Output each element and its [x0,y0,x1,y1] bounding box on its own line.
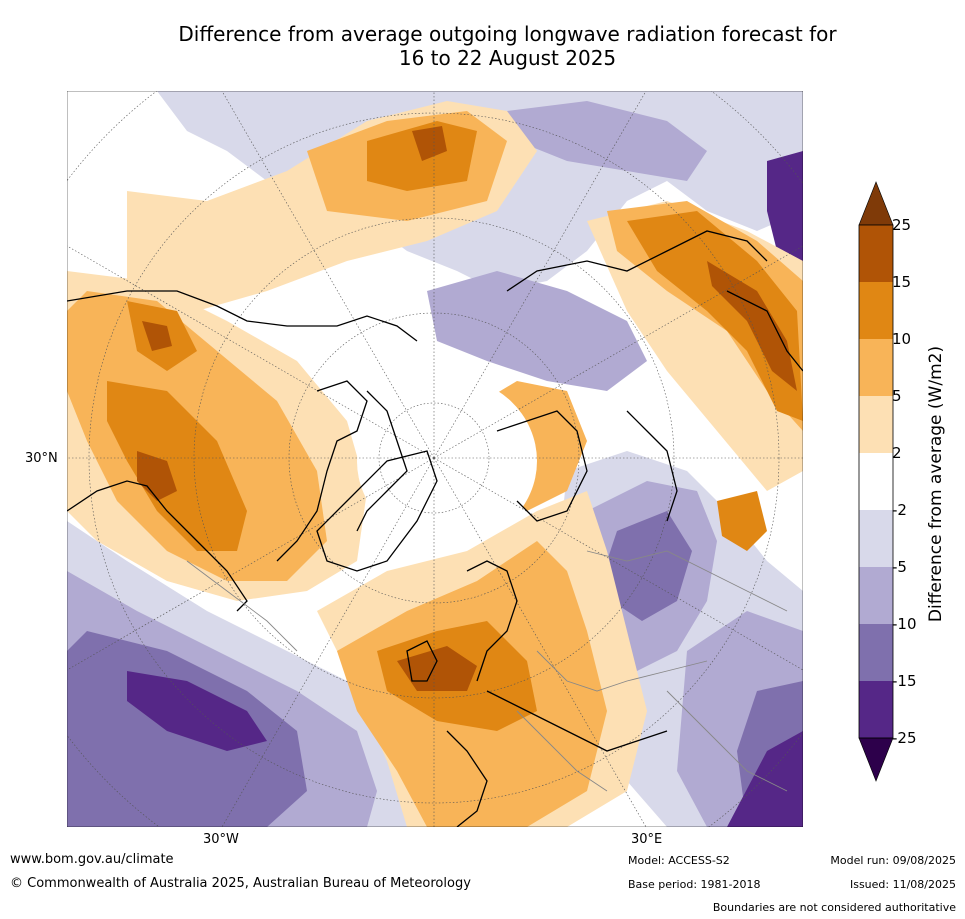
copyright-text: © Commonwealth of Australia 2025, Austra… [10,876,471,891]
colorbar-bin-m5-m10 [859,567,893,624]
title-line-2: 16 to 22 August 2025 [398,46,617,70]
olr-anomaly-map [67,91,803,827]
colorbar-bin-m10-m15 [859,624,893,681]
base-period: Base period: 1981-2018 [628,878,761,891]
title-line-1: Difference from average outgoing longwav… [178,22,837,46]
anomaly-region-pos-dark-na [107,381,247,551]
issued-date: Issued: 11/08/2025 [849,878,956,891]
anomaly-region-pos-darkest-eur [397,646,477,691]
lon-label-30w: 30°W [203,832,239,847]
colorbar-tick-m10: -10 [892,615,917,633]
colorbar-tick-25: 25 [892,216,912,234]
model-name: Model: ACCESS-S2 [628,854,730,867]
colorbar-bin-2-5 [859,396,893,453]
anomaly-region-pos-darkest-north [412,126,447,161]
colorbar-tick-2: 2 [892,444,902,462]
lat-label-30n: 30°N [25,451,58,466]
model-run-date: Model run: 09/08/2025 [830,854,956,867]
colorbar-tick-15: 15 [892,273,912,291]
colorbar-tick-m2: -2 [892,501,907,519]
anomaly-region-neg-mid-arctic [427,271,647,391]
colorbar-bin-m2-m5 [859,510,893,567]
colorbar-over-arrow [858,181,894,226]
colorbar-tick-10: 10 [892,330,912,348]
website-link[interactable]: www.bom.gov.au/climate [10,852,174,867]
scandinavia-coast [466,560,518,682]
boundaries [186,550,788,792]
colorbar-bin-5-10 [859,339,893,396]
colorbar-bin-15-25 [859,225,893,282]
colorbar-graphic [858,181,894,782]
colorbar-under-arrow [858,737,894,782]
greenland-coast [316,450,438,572]
british-isles-coast [406,640,438,682]
anomaly-region-pos-dark-spot [717,491,767,551]
colorbar-tick-m15: -15 [892,672,917,690]
colorbar-bin-m15-m25 [859,681,893,738]
colorbar-tick-m25: -25 [892,729,917,747]
graticule [67,91,803,827]
anomaly-region-neg-darkest-ne [767,151,803,261]
colorbar [856,180,896,785]
colorbar-bin-10-15 [859,282,893,339]
colorbar-bin-neutral [859,453,893,510]
colorbar-tick-m5: -5 [892,558,907,576]
map-panel [67,91,803,827]
anomaly-region-neg-darkest-se [727,731,803,827]
map-title: Difference from average outgoing longwav… [0,22,965,70]
anomaly-region-pos-dark-ne [627,211,803,421]
anomaly-region-neg-dark-asia [607,511,692,621]
coastlines [67,230,803,827]
colorbar-tick-5: 5 [892,387,902,405]
anomaly-region-pos-darkest-ne [707,261,797,391]
anomaly-region-pos-darkest-na [137,451,177,501]
anomaly-region-neg-mid-north [507,101,707,181]
colorbar-label: Difference from average (W/m2) [926,345,946,623]
polar-cap-region [357,376,537,546]
anomaly-region-pos-darkest-na2 [142,321,172,351]
lon-label-30e: 30°E [631,832,663,847]
boundary-disclaimer: Boundaries are not considered authoritat… [712,901,956,914]
anomaly-region-neg-darkest-sw [127,671,267,751]
